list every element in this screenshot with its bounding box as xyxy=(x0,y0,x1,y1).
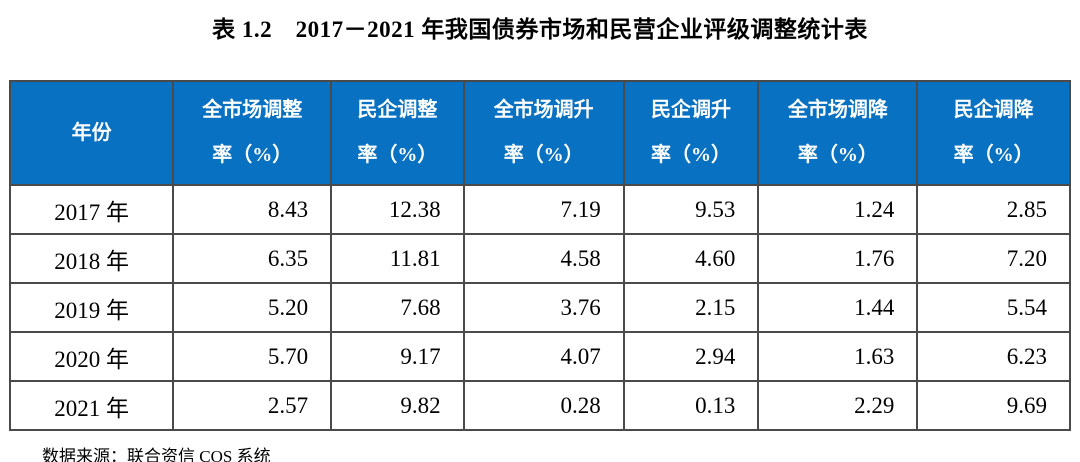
header-cell-private-adjust-rate: 民企调整 率（%） xyxy=(330,80,465,186)
year-cell: 2017 年 xyxy=(8,184,175,235)
year-cell: 2020 年 xyxy=(8,331,175,382)
value-cell: 12.38 xyxy=(330,184,465,235)
page-title: 表 1.2 2017－2021 年我国债券市场和民营企业评级调整统计表 xyxy=(212,17,868,42)
table-row-2017: 2017 年 8.43 12.38 7.19 9.53 1.24 2.85 xyxy=(8,184,1071,235)
value-cell: 2.57 xyxy=(172,380,333,431)
table-row-2021: 2021 年 2.57 9.82 0.28 0.13 2.29 9.69 xyxy=(8,380,1071,431)
value-cell: 9.17 xyxy=(330,331,465,382)
value-cell: 1.24 xyxy=(757,184,919,235)
header-cell-market-upgrade-rate: 全市场调升 率（%） xyxy=(462,80,625,186)
value-cell: 6.23 xyxy=(916,331,1071,382)
value-cell: 2.15 xyxy=(622,282,760,333)
value-cell: 1.63 xyxy=(757,331,919,382)
value-cell: 7.68 xyxy=(330,282,465,333)
statistics-table-container: 年份 全市场调整 率（%） 民企调整 率（%） 全市场调升 率（%） 民企调升 … xyxy=(8,80,1071,431)
rating-adjustment-table: 年份 全市场调整 率（%） 民企调整 率（%） 全市场调升 率（%） 民企调升 … xyxy=(8,80,1071,431)
year-cell: 2019 年 xyxy=(8,282,175,333)
value-cell: 3.76 xyxy=(462,282,625,333)
value-cell: 2.94 xyxy=(622,331,760,382)
value-cell: 7.20 xyxy=(916,233,1071,284)
year-cell: 2021 年 xyxy=(8,380,175,431)
table-row-2019: 2019 年 5.20 7.68 3.76 2.15 1.44 5.54 xyxy=(8,282,1071,333)
value-cell: 0.28 xyxy=(462,380,625,431)
value-cell: 1.76 xyxy=(757,233,919,284)
value-cell: 6.35 xyxy=(172,233,333,284)
value-cell: 5.70 xyxy=(172,331,333,382)
data-source-note: 数据来源：联合资信 COS 系统 xyxy=(42,447,271,462)
table-row-2018: 2018 年 6.35 11.81 4.58 4.60 1.76 7.20 xyxy=(8,233,1071,284)
year-cell: 2018 年 xyxy=(8,233,175,284)
value-cell: 1.44 xyxy=(757,282,919,333)
value-cell: 7.19 xyxy=(462,184,625,235)
value-cell: 8.43 xyxy=(172,184,333,235)
value-cell: 4.07 xyxy=(462,331,625,382)
value-cell: 5.20 xyxy=(172,282,333,333)
header-cell-market-downgrade-rate: 全市场调降 率（%） xyxy=(757,80,919,186)
value-cell: 5.54 xyxy=(916,282,1071,333)
header-cell-year: 年份 xyxy=(8,80,175,186)
value-cell: 2.29 xyxy=(757,380,919,431)
value-cell: 4.58 xyxy=(462,233,625,284)
header-cell-private-upgrade-rate: 民企调升 率（%） xyxy=(622,80,760,186)
value-cell: 0.13 xyxy=(622,380,760,431)
value-cell: 9.69 xyxy=(916,380,1071,431)
value-cell: 2.85 xyxy=(916,184,1071,235)
value-cell: 4.60 xyxy=(622,233,760,284)
value-cell: 9.82 xyxy=(330,380,465,431)
header-cell-market-adjust-rate: 全市场调整 率（%） xyxy=(172,80,333,186)
table-row-2020: 2020 年 5.70 9.17 4.07 2.94 1.63 6.23 xyxy=(8,331,1071,382)
value-cell: 9.53 xyxy=(622,184,760,235)
header-cell-private-downgrade-rate: 民企调降 率（%） xyxy=(916,80,1071,186)
value-cell: 11.81 xyxy=(330,233,465,284)
header-row: 年份 全市场调整 率（%） 民企调整 率（%） 全市场调升 率（%） 民企调升 … xyxy=(8,80,1071,186)
